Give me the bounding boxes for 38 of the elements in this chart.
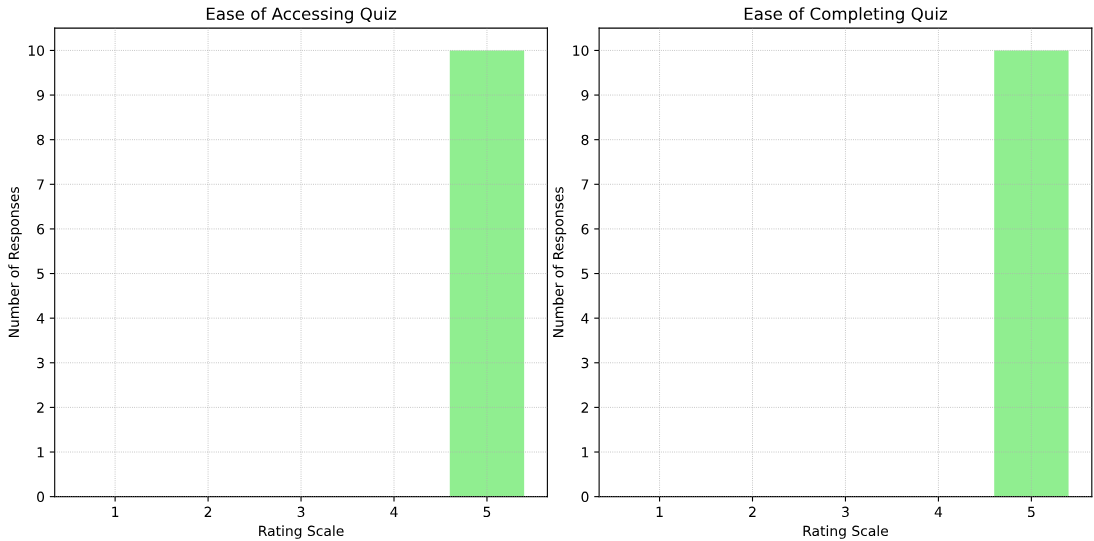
y-tick-label: 8 <box>37 134 45 146</box>
y-tick-label: 3 <box>581 357 589 369</box>
chart-title: Ease of Accessing Quiz <box>206 7 397 24</box>
y-axis-title: Number of Responses <box>552 187 567 337</box>
y-tick-label: 4 <box>581 313 589 324</box>
x-tick-label: 2 <box>749 506 756 517</box>
x-tick-label: 1 <box>656 506 663 517</box>
y-tick-label: 6 <box>37 223 45 235</box>
y-tick-label: 2 <box>581 402 589 413</box>
x-tick-label: 1 <box>112 506 119 517</box>
x-tick-label: 5 <box>483 506 491 518</box>
x-axis-title: Rating Scale <box>803 525 888 539</box>
y-axis-title: Number of Responses <box>8 187 22 337</box>
y-tick-label: 1 <box>37 447 44 458</box>
y-tick-label: 5 <box>37 268 44 280</box>
y-tick-label: 7 <box>581 179 589 190</box>
y-tick-label: 0 <box>581 491 589 503</box>
y-tick-label: 3 <box>37 357 44 369</box>
y-tick-label: 10 <box>28 45 45 56</box>
x-tick-label: 3 <box>297 506 305 518</box>
y-tick-label: 1 <box>582 447 589 458</box>
y-tick-label: 7 <box>37 179 44 190</box>
y-tick-label: 8 <box>581 134 589 146</box>
y-tick-label: 6 <box>581 223 589 235</box>
y-tick-label: 5 <box>581 268 589 280</box>
y-tick-label: 10 <box>573 45 589 56</box>
chart-title: Ease of Completing Quiz <box>744 7 948 24</box>
x-tick-label: 2 <box>204 506 212 517</box>
y-tick-label: 4 <box>36 313 45 324</box>
y-tick-label: 9 <box>37 90 44 101</box>
x-tick-label: 3 <box>842 506 849 518</box>
y-tick-label: 0 <box>37 491 45 503</box>
x-axis-title: Rating Scale <box>259 525 344 539</box>
x-tick-label: 4 <box>934 506 943 517</box>
y-tick-label: 2 <box>37 402 44 413</box>
x-tick-label: 5 <box>1028 506 1035 518</box>
y-tick-label: 9 <box>581 90 589 101</box>
x-tick-label: 4 <box>390 506 398 517</box>
